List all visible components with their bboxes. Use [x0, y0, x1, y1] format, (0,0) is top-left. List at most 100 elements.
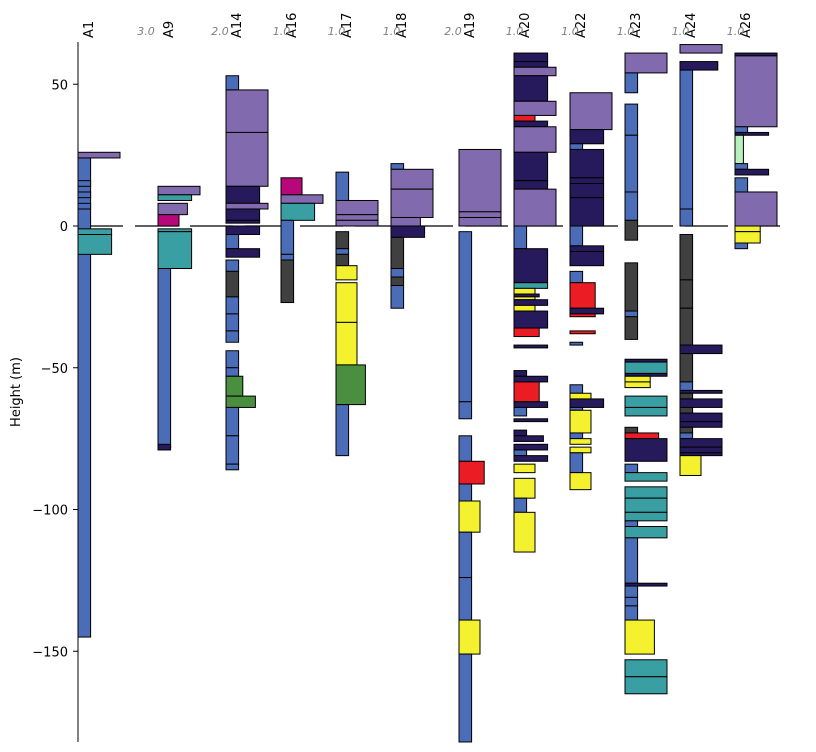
gap-label: 3.0 — [137, 25, 155, 38]
layer-bar — [225, 185, 261, 204]
y-axis-label: Height (m) — [9, 357, 24, 427]
layer-bar — [513, 180, 549, 190]
layer-bar — [569, 251, 605, 267]
gap-label: 2.0 — [211, 25, 229, 38]
layer-bar — [280, 177, 303, 196]
y-tick-label: −50 — [41, 362, 68, 377]
layer-bar — [513, 463, 536, 474]
column-label: A24 — [684, 13, 699, 38]
layer-bar — [624, 381, 651, 389]
layer-bar — [679, 353, 694, 383]
column-label: A16 — [285, 13, 300, 38]
layer-bar — [157, 194, 193, 201]
layer-bar — [679, 446, 723, 454]
layer-bar — [624, 585, 639, 598]
layer-bar — [280, 202, 316, 221]
layer-bar — [624, 395, 668, 408]
layer-bar — [569, 177, 605, 184]
layer-bar — [624, 432, 660, 440]
layer-bar — [335, 199, 379, 216]
layer-bar — [77, 180, 92, 187]
layer-bar — [225, 330, 240, 343]
layer-bar — [458, 211, 502, 218]
column-a14: A14 — [225, 13, 269, 471]
layer-bar — [679, 344, 723, 355]
layer-bar — [624, 619, 655, 655]
layer-bar — [513, 443, 549, 451]
layer-bar — [390, 268, 405, 278]
column-label: A17 — [340, 13, 355, 38]
layer-bar — [513, 225, 528, 250]
layer-bar — [225, 75, 240, 91]
layer-bar — [569, 92, 613, 131]
layer-bar — [77, 157, 92, 638]
layer-bar — [734, 134, 744, 165]
layer-bar — [569, 438, 592, 445]
layer-bar — [335, 171, 350, 201]
layer-bar — [624, 134, 639, 193]
layer-bar — [513, 381, 540, 403]
layer-bar — [513, 61, 549, 68]
layer-bar — [734, 191, 778, 227]
layer-bar — [513, 151, 549, 182]
layer-bar — [513, 114, 536, 122]
layer-bar — [335, 248, 350, 255]
layer-bar — [513, 66, 557, 77]
layer-bar — [458, 577, 473, 621]
layer-bar — [157, 231, 193, 270]
layer-bar — [624, 463, 639, 474]
layer-bar — [513, 310, 549, 329]
layer-bar — [734, 225, 761, 233]
layer-bar — [624, 582, 668, 587]
layer-bar — [513, 435, 544, 442]
layer-bar — [624, 659, 668, 678]
column-a1: A1 — [77, 21, 121, 638]
layer-bar — [77, 228, 113, 236]
layer-bar — [458, 483, 473, 502]
layer-bar — [569, 270, 584, 284]
layer-bar — [679, 426, 694, 434]
layer-bar — [513, 418, 549, 423]
layer-bar — [734, 242, 749, 250]
layer-bar — [679, 307, 694, 346]
layer-bar — [513, 120, 549, 128]
layer-bar — [513, 248, 549, 284]
layer-bar — [280, 194, 324, 204]
layer-bar — [679, 392, 694, 400]
layer-bar — [624, 262, 639, 312]
layer-bar — [679, 398, 723, 408]
layer-bar — [513, 370, 528, 377]
column-label: A23 — [629, 13, 644, 38]
layer-bar — [624, 472, 668, 482]
layer-bar — [569, 472, 592, 491]
layer-bar — [513, 375, 549, 383]
layer-bar — [335, 214, 379, 221]
column-label: A20 — [518, 13, 533, 38]
layer-bar — [624, 191, 639, 221]
layer-bar — [225, 234, 240, 250]
layer-bar — [734, 163, 749, 170]
layer-bar — [734, 168, 770, 176]
layer-bar — [734, 126, 749, 133]
layer-bar — [225, 219, 261, 224]
layer-bar — [569, 384, 584, 394]
layer-bar — [569, 307, 605, 315]
layer-bar — [335, 321, 358, 366]
layer-bar — [390, 225, 426, 238]
layer-bar — [624, 438, 668, 462]
layer-bar — [624, 52, 668, 74]
layer-bar — [679, 455, 702, 476]
layer-bar — [624, 605, 639, 621]
column-a16: A16 — [280, 13, 324, 304]
layer-bar — [225, 248, 261, 258]
layer-bar — [225, 463, 240, 471]
layer-bar — [77, 202, 92, 210]
layer-bar — [513, 287, 536, 295]
y-tick-label: 0 — [60, 220, 68, 235]
column-label: A26 — [739, 13, 754, 38]
layer-bar — [624, 316, 639, 340]
layer-bar — [513, 299, 549, 306]
layer-bar — [225, 367, 240, 377]
layer-bar — [569, 129, 605, 145]
layer-bar — [458, 435, 473, 462]
